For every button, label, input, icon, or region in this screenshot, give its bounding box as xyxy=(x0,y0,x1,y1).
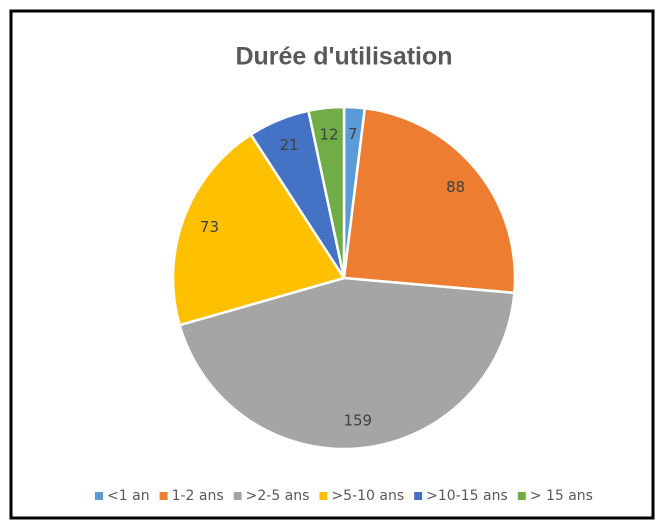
legend-label: > 15 ans xyxy=(530,488,593,504)
legend-swatch xyxy=(414,492,423,500)
data-label: 88 xyxy=(446,178,465,196)
legend: <1 an 1-2 ans >2-5 ans >5-10 ans >10-15 ans >… xyxy=(95,488,593,504)
data-label: 159 xyxy=(343,411,372,429)
pie-slice xyxy=(342,106,517,295)
data-label: 73 xyxy=(200,218,219,236)
legend-swatch xyxy=(517,492,526,500)
legend-swatch xyxy=(233,492,242,500)
chart-title: Durée d'utilisation xyxy=(235,43,452,71)
legend-label: >5-10 ans xyxy=(331,488,404,504)
pie-slice xyxy=(306,105,346,279)
data-label: 7 xyxy=(348,125,358,143)
data-label: 12 xyxy=(319,126,338,144)
legend-label: 1-2 ans xyxy=(172,488,224,504)
legend-label: <1 an xyxy=(107,488,150,504)
legend-swatch xyxy=(319,492,328,500)
pie-slice xyxy=(171,132,346,327)
data-label: 21 xyxy=(279,136,298,154)
legend-swatch xyxy=(95,492,104,500)
legend-label: >10-15 ans xyxy=(426,488,508,504)
legend-swatch xyxy=(159,492,168,500)
pie-slice xyxy=(178,276,516,451)
legend-label: >2-5 ans xyxy=(246,488,310,504)
